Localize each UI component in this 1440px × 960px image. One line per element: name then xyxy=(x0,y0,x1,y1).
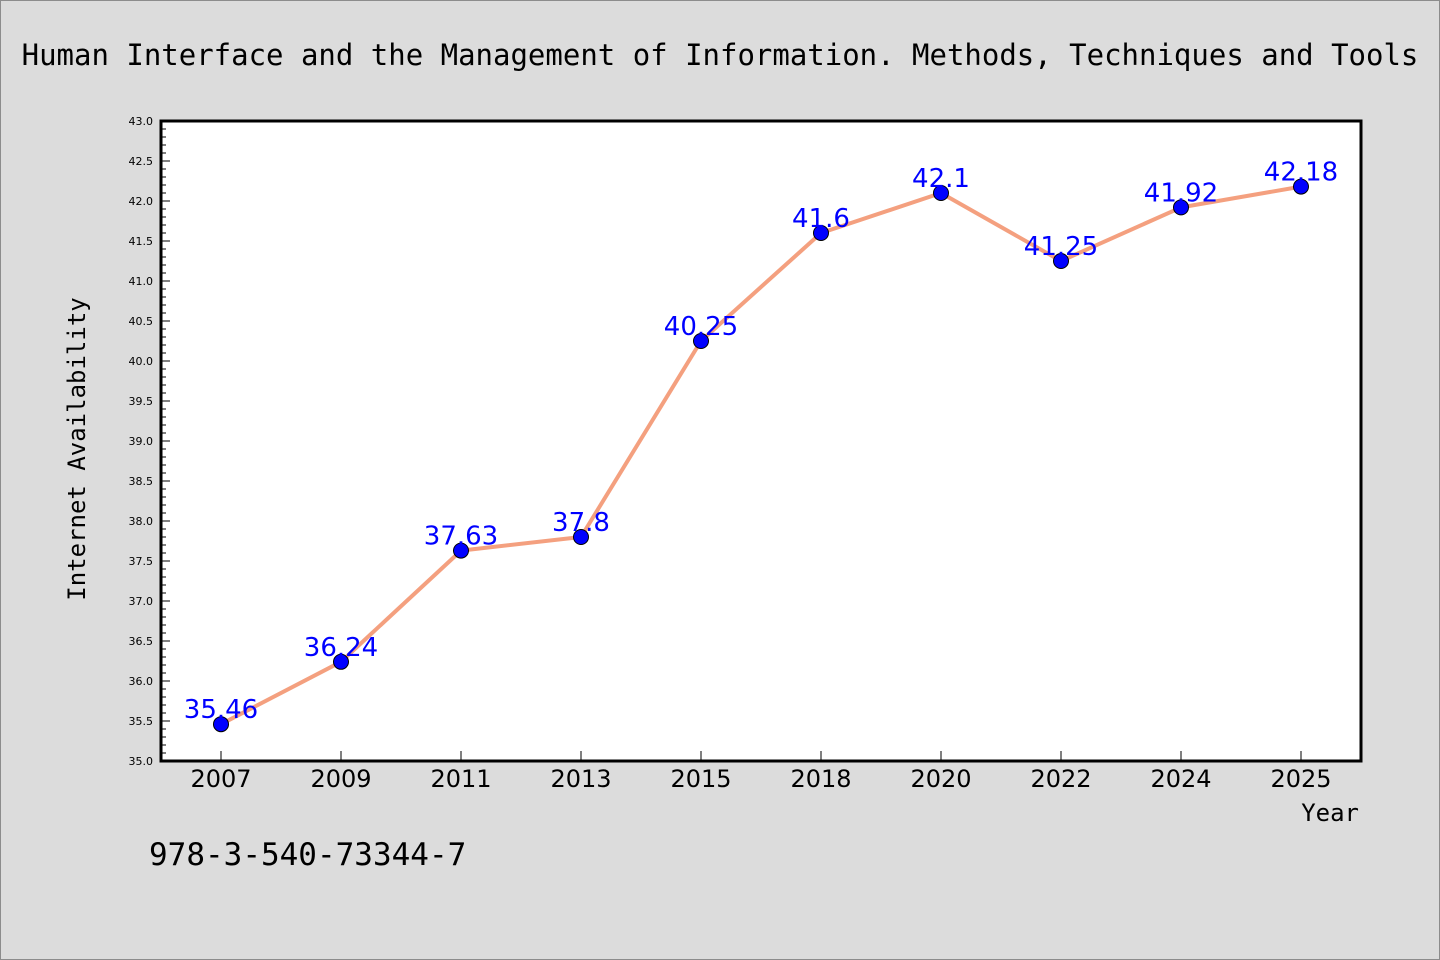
data-label: 41.92 xyxy=(1144,178,1218,208)
plot-area xyxy=(159,119,1363,763)
y-tick-label: 39.0 xyxy=(129,435,154,448)
x-tick-label: 2024 xyxy=(1150,765,1211,793)
data-point xyxy=(1053,253,1069,269)
y-axis-title: Internet Availability xyxy=(63,297,91,600)
x-tick-label: 2022 xyxy=(1030,765,1091,793)
data-point xyxy=(573,529,589,545)
x-tick-label: 2018 xyxy=(790,765,851,793)
data-point xyxy=(813,225,829,241)
x-axis: 2007 2009 2011 2013 2015 2018 2020 2022 2024 2025 xyxy=(190,751,1332,793)
y-tick-label: 41.0 xyxy=(129,275,154,288)
data-label: 42.18 xyxy=(1264,158,1338,188)
data-markers xyxy=(213,178,1309,733)
x-tick-label: 2007 xyxy=(190,765,251,793)
y-tick-label: 37.0 xyxy=(129,595,154,608)
data-labels: 35.46 36.24 37.63 37.8 40.25 41.6 42.1 41.25 41.… xyxy=(184,158,1338,726)
data-point xyxy=(213,716,229,733)
y-tick-label: 35.5 xyxy=(129,715,154,728)
data-label: 41.6 xyxy=(792,204,850,234)
data-point xyxy=(933,185,949,201)
data-label: 37.63 xyxy=(424,522,498,552)
data-label: 41.25 xyxy=(1024,232,1098,262)
y-tick-label: 40.5 xyxy=(129,315,154,328)
data-label: 42.1 xyxy=(912,164,970,194)
x-tick-label: 2011 xyxy=(430,765,491,793)
data-point xyxy=(333,653,349,670)
x-tick-label: 2020 xyxy=(910,765,971,793)
y-tick-label: 42.0 xyxy=(129,195,154,208)
y-tick-label: 39.5 xyxy=(129,395,154,408)
series-line xyxy=(220,184,1302,726)
y-tick-label: 37.5 xyxy=(129,555,154,568)
data-label: 40.25 xyxy=(664,312,738,342)
data-label: 37.8 xyxy=(552,508,610,538)
y-tick-label: 40.0 xyxy=(129,355,154,368)
y-tick-label: 36.0 xyxy=(129,675,154,688)
series-internet-availability xyxy=(220,184,1302,726)
data-point xyxy=(1173,199,1189,216)
x-tick-label: 2009 xyxy=(310,765,371,793)
x-tick-label: 2013 xyxy=(550,765,611,793)
data-label: 35.46 xyxy=(184,695,258,725)
data-point xyxy=(453,542,469,559)
x-tick-label: 2025 xyxy=(1270,765,1331,793)
y-axis: 35.0 35.5 36.0 36.5 37.0 37.5 38.0 38.5 39.0 39.5… xyxy=(129,115,170,768)
data-point xyxy=(693,333,709,349)
y-tick-label: 36.5 xyxy=(129,635,154,648)
chart-title: Human Interface and the Management of In… xyxy=(22,38,1419,72)
x-tick-label: 2015 xyxy=(670,765,731,793)
isbn-footer: 978-3-540-73344-7 xyxy=(149,837,466,873)
y-tick-label: 35.0 xyxy=(129,755,154,768)
data-point xyxy=(1293,178,1309,195)
y-tick-label: 43.0 xyxy=(129,115,154,128)
y-tick-label: 41.5 xyxy=(129,235,154,248)
x-axis-title: Year xyxy=(1301,799,1359,827)
y-tick-label: 42.5 xyxy=(129,155,154,168)
y-tick-label: 38.0 xyxy=(129,515,154,528)
data-label: 36.24 xyxy=(304,633,378,663)
y-tick-label: 38.5 xyxy=(129,475,154,488)
